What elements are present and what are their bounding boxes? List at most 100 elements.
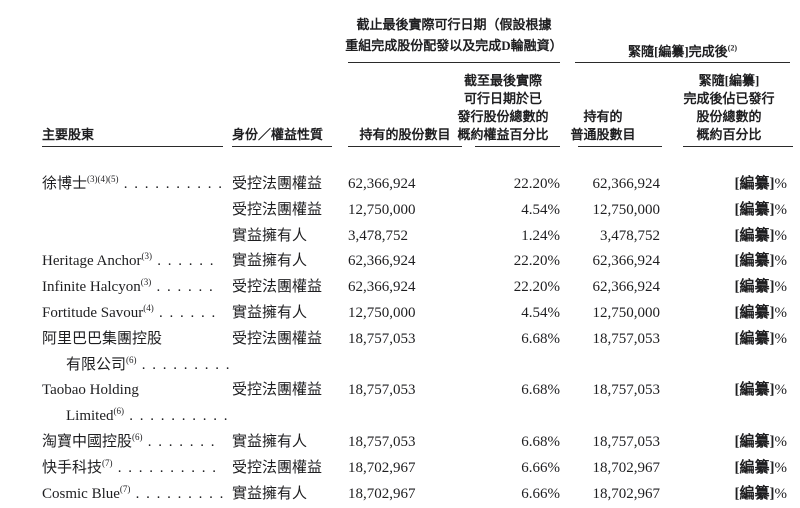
pct-after-cell: [編纂]% (671, 378, 788, 404)
pct-after-header-redacted: [編纂] (724, 73, 760, 88)
pct-after-header-line1: 緊隨[編纂] (671, 72, 787, 90)
capacity-cell: 實益擁有人 (232, 253, 308, 270)
redacted-label: [編纂] (734, 201, 775, 218)
table-row: Cosmic Blue(7) . . . . . . . . . 實益擁有人 1… (0, 482, 800, 508)
group2-header-suffix: 完成後 (688, 44, 728, 59)
shares-held-cell: 3,478,752 (348, 227, 408, 244)
group1-header-line2: 重組完成股份配發以及完成D輪融資） (345, 38, 563, 53)
dot-leader: . . . . . . (151, 279, 215, 296)
capacity-cell: 實益擁有人 (232, 304, 308, 321)
dot-leader: . . . . . . . . . (136, 356, 232, 373)
dot-leader: . . . . . . (152, 253, 216, 270)
pct-after-header-line3: 股份總數的 (696, 109, 762, 124)
shareholder-name: Taobao Holding (42, 382, 139, 399)
shares-held-column-underline (348, 146, 462, 147)
approx-pct-header-line4: 概約權益百分比 (457, 127, 549, 142)
percent-sign: % (774, 459, 788, 476)
footnote-ref: (3)(4)(5) (87, 174, 119, 184)
capacity-cell: 受控法團權益 (232, 382, 323, 399)
footnote-ref: (3) (141, 251, 153, 262)
approx-pct-cell: 1.24% (521, 227, 560, 244)
approx-pct-cell: 6.68% (521, 382, 560, 399)
group2-header: 緊隨[編纂]完成後(2) (575, 41, 790, 62)
shares-held-cell: 18,757,053 (348, 330, 416, 347)
shareholder-name-cell: Taobao Holding (42, 378, 228, 404)
redacted-label: [編纂] (734, 253, 775, 270)
footnote-ref: (6) (113, 406, 125, 417)
footnote-ref: (6) (132, 431, 143, 442)
shares-held-cell: 62,366,924 (348, 279, 416, 296)
ordinary-header-line2: 普通股數目 (570, 127, 636, 142)
capacity-column-header: 身份／權益性質 (232, 127, 324, 142)
shares-held-cell: 12,750,000 (348, 201, 416, 218)
redacted-label: [編纂] (734, 304, 775, 321)
redacted-label: [編纂] (734, 330, 775, 347)
pct-after-cell: [編纂]% (671, 224, 788, 250)
shareholder-name-cell: Cosmic Blue(7) . . . . . . . . . (42, 482, 228, 508)
shareholder-name: Infinite Halcyon (42, 279, 141, 296)
pct-after-header-line4: 概約百分比 (696, 127, 762, 142)
shareholder-name-cell: 淘寶中國控股(6) . . . . . . . (42, 430, 228, 456)
pct-after-cell: [編纂]% (671, 327, 788, 353)
ordinary-shares-column-header: 持有的 普通股數目 (546, 108, 660, 144)
table-row: Taobao Holding 受控法團權益 18,757,053 6.68% 1… (0, 378, 800, 404)
shareholder-name: Limited (66, 408, 114, 425)
approx-pct-cell: 6.68% (521, 330, 560, 347)
shares-held-cell: 62,366,924 (348, 253, 416, 270)
approx-pct-cell: 4.54% (521, 201, 560, 218)
shares-held-column-header: 持有的股份數目 (359, 127, 451, 142)
shares-held-cell: 18,757,053 (348, 382, 416, 399)
approx-pct-header-line3: 發行股份總數的 (457, 109, 549, 124)
table-row: 徐博士(3)(4)(5) . . . . . . . . . . 受控法團權益 … (0, 172, 800, 198)
pct-after-cell: [編纂]% (671, 301, 788, 327)
shares-held-cell: 12,750,000 (348, 304, 416, 321)
capacity-cell: 受控法團權益 (232, 279, 323, 296)
redacted-label: [編纂] (734, 433, 775, 450)
shareholder-name-cell: 有限公司(6) . . . . . . . . . (42, 353, 252, 379)
redacted-label: [編纂] (734, 227, 775, 244)
ordinary-shares-cell: 62,366,924 (592, 279, 661, 296)
pct-after-header-prefix: 緊隨 (698, 73, 725, 88)
ordinary-shares-cell: 18,757,053 (592, 433, 661, 450)
ordinary-shares-cell: 18,702,967 (592, 459, 661, 476)
percent-sign: % (774, 304, 788, 321)
shares-held-cell: 18,757,053 (348, 433, 416, 450)
percent-sign: % (774, 201, 788, 218)
percent-sign: % (774, 485, 788, 502)
approx-pct-cell: 22.20% (513, 176, 560, 192)
group1-underline (348, 62, 560, 63)
pct-after-cell: [編纂]% (671, 275, 788, 301)
shareholder-name-cell: Infinite Halcyon(3) . . . . . . (42, 275, 228, 301)
shareholder-name: 阿里巴巴集團控股 (42, 330, 163, 347)
table-body: 徐博士(3)(4)(5) . . . . . . . . . . 受控法團權益 … (0, 172, 800, 507)
pct-after-cell: [編纂]% (671, 482, 788, 508)
dot-leader: . . . . . . . . . . (118, 176, 224, 192)
ordinary-shares-column-underline (578, 146, 662, 147)
percent-sign: % (774, 253, 788, 270)
footnote-ref: (3) (140, 277, 152, 288)
shareholder-name-cell: 快手科技(7) . . . . . . . . . . (42, 456, 228, 482)
approx-pct-cell: 6.66% (521, 485, 560, 502)
ordinary-shares-cell: 18,757,053 (592, 382, 661, 399)
approx-pct-cell: 6.68% (521, 433, 560, 450)
shareholder-name-cell: Heritage Anchor(3) . . . . . . (42, 249, 228, 275)
ordinary-header-line1: 持有的 (583, 109, 623, 124)
percent-sign: % (774, 279, 788, 296)
shares-held-cell: 18,702,967 (348, 459, 416, 476)
percent-sign: % (774, 433, 788, 450)
group2-footnote-ref: (2) (727, 43, 738, 53)
pct-after-header-line2: 完成後佔已發行 (683, 91, 775, 106)
approx-pct-cell: 6.66% (521, 459, 560, 476)
shareholder-name: 徐博士 (42, 176, 88, 192)
shareholder-name-cell: 阿里巴巴集團控股 (42, 327, 228, 353)
approx-pct-cell: 22.20% (513, 253, 560, 270)
dot-leader: . . . . . . (153, 304, 217, 321)
shareholder-name: Heritage Anchor (42, 253, 142, 270)
table-row: 快手科技(7) . . . . . . . . . . 受控法團權益 18,70… (0, 456, 800, 482)
shareholder-column-underline (42, 146, 223, 147)
dot-leader: . . . . . . . (142, 433, 217, 450)
capacity-column-underline (232, 146, 332, 147)
approx-pct-cell: 22.20% (513, 279, 560, 296)
